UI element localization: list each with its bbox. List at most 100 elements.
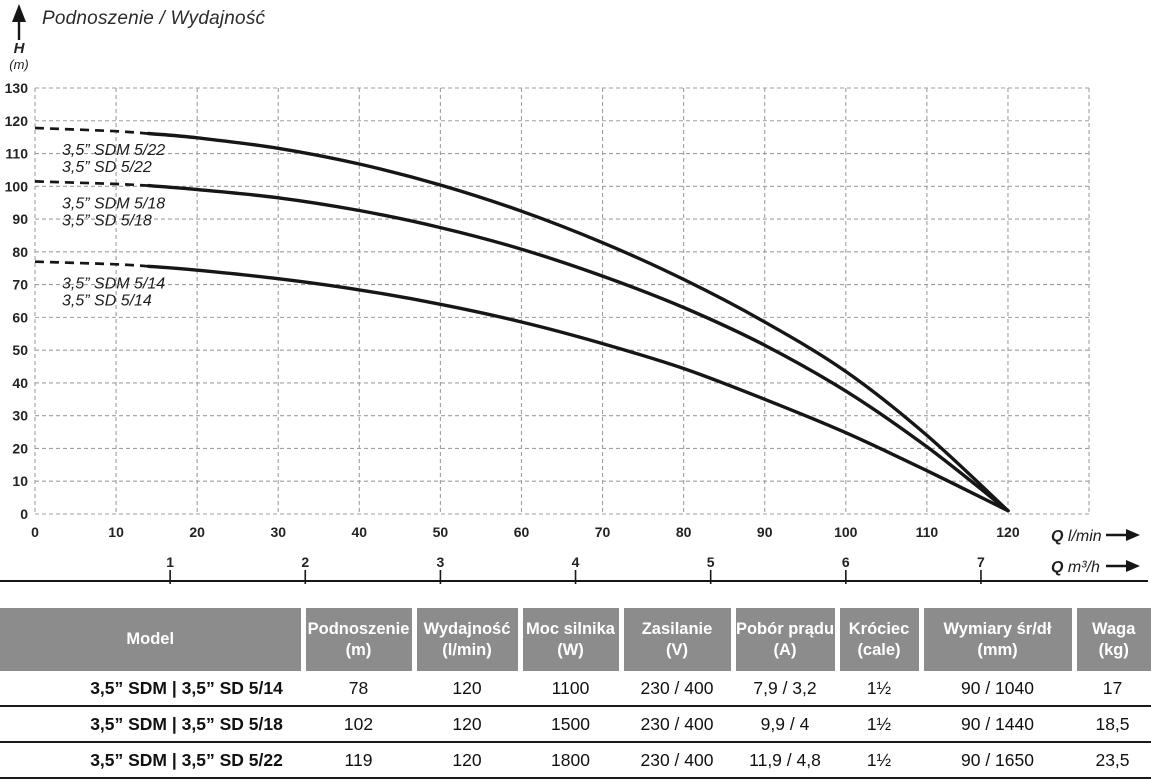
y-tick-label: 120 <box>5 113 29 129</box>
x-tick-label: 30 <box>270 524 286 540</box>
value-cell: 1500 <box>520 706 621 743</box>
value-cell: 230 / 400 <box>621 742 733 779</box>
x-tick-label: 90 <box>757 524 773 540</box>
column-header: Zasilanie (V) <box>618 608 733 671</box>
value-cell: 9,9 / 4 <box>733 706 837 743</box>
x-axis-arrow-head-icon <box>1126 529 1140 541</box>
value-cell: 90 / 1040 <box>921 671 1074 707</box>
y-tick-label: 100 <box>5 178 29 194</box>
x2-tick-label: 5 <box>707 554 715 570</box>
model-cell: 3,5” SDM | 3,5” SD 5/18 <box>0 706 303 743</box>
table-row: 3,5” SDM | 3,5” SD 5/14 78 120 1100 230 / 40… <box>0 671 1151 707</box>
value-cell: 120 <box>414 742 520 779</box>
y-tick-label: 10 <box>12 473 28 489</box>
curve-label: 3,5” SDM 5/18 <box>62 195 165 212</box>
column-header: Króciec (cale) <box>834 608 921 671</box>
curve-label: 3,5” SD 5/22 <box>62 159 152 176</box>
model-cell: 3,5” SDM | 3,5” SD 5/14 <box>0 671 303 707</box>
column-header: Wymiary śr/dł (mm) <box>918 608 1074 671</box>
column-header-name: Podnoszenie <box>307 619 410 638</box>
x2-tick-label: 6 <box>842 554 850 570</box>
value-cell: 1800 <box>520 742 621 779</box>
curve-label: 3,5” SDM 5/22 <box>62 142 165 159</box>
column-header-name: Wydajność <box>423 619 511 638</box>
y-tick-label: 90 <box>12 211 28 227</box>
pump-performance-chart: 0 10 20 30 40 50 60 70 80 90 100 110 120 130 0 10 20 30 40… <box>0 4 1148 584</box>
chart-title: Podnoszenie / Wydajność <box>42 8 266 29</box>
value-cell: 1½ <box>837 671 921 707</box>
x2-tick-label: 7 <box>977 554 985 570</box>
model-cell: 3,5” SDM | 3,5” SD 5/22 <box>0 742 303 779</box>
x-axis-title: Q l/min <box>1051 528 1102 545</box>
value-cell: 102 <box>303 706 414 743</box>
value-cell: 230 / 400 <box>621 706 733 743</box>
column-header-unit: (A) <box>773 640 797 659</box>
column-header-name: Model <box>126 630 175 649</box>
x-tick-label: 100 <box>834 524 858 540</box>
spec-table: Model Podnoszenie (m) Wydajność (l/min) Moc s… <box>0 608 1151 779</box>
column-header-unit: (l/min) <box>442 640 492 659</box>
y-tick-label: 0 <box>20 506 28 522</box>
spec-table-header: Model Podnoszenie (m) Wydajność (l/min) Moc s… <box>0 608 1151 671</box>
column-header-name: Moc silnika <box>526 619 615 638</box>
column-header-unit: (V) <box>666 640 688 659</box>
y-tick-label: 50 <box>12 342 28 358</box>
column-header: Podnoszenie (m) <box>300 608 414 671</box>
y-axis-arrow-head-icon <box>12 4 26 22</box>
column-header: Moc silnika (W) <box>517 608 621 671</box>
column-header: Model <box>0 608 303 671</box>
value-cell: 90 / 1440 <box>921 706 1074 743</box>
y-axis-symbol: H <box>14 40 26 57</box>
x2-tick-label: 4 <box>572 554 580 570</box>
column-header: Pobór prądu (A) <box>730 608 837 671</box>
x-tick-label: 20 <box>189 524 205 540</box>
column-header-name: Króciec <box>848 619 910 638</box>
value-cell: 120 <box>414 671 520 707</box>
pump-curve-dashed-0 <box>34 126 149 135</box>
table-row: 3,5” SDM | 3,5” SD 5/18 102 120 1500 230 / 4… <box>0 706 1151 743</box>
table-row: 3,5” SDM | 3,5” SD 5/22 119 120 1800 230 / 4… <box>0 742 1151 779</box>
x-tick-label: 50 <box>433 524 449 540</box>
x2-tick-label: 1 <box>166 554 174 570</box>
column-header-name: Waga <box>1092 619 1136 638</box>
x-tick-label: 10 <box>108 524 124 540</box>
pump-curve-2 <box>146 264 1010 513</box>
curve-label: 3,5” SD 5/18 <box>62 212 152 229</box>
value-cell: 11,9 / 4,8 <box>733 742 837 779</box>
curve-label: 3,5” SD 5/14 <box>62 293 152 310</box>
x-tick-label: 40 <box>352 524 368 540</box>
x2-tick-label: 2 <box>301 554 309 570</box>
value-cell: 17 <box>1074 671 1151 707</box>
value-cell: 120 <box>414 706 520 743</box>
x-tick-label: 120 <box>996 524 1020 540</box>
x-tick-label: 70 <box>595 524 611 540</box>
value-cell: 1100 <box>520 671 621 707</box>
column-header-unit: (W) <box>557 640 584 659</box>
y-tick-label: 110 <box>5 146 28 162</box>
column-header-unit: (kg) <box>1098 640 1129 659</box>
value-cell: 18,5 <box>1074 706 1151 743</box>
y-tick-label: 30 <box>12 408 28 424</box>
curve-label: 3,5” SDM 5/14 <box>62 276 165 293</box>
y-tick-label: 60 <box>12 309 28 325</box>
value-cell: 119 <box>303 742 414 779</box>
column-header-name: Pobór prądu <box>735 619 835 638</box>
value-cell: 90 / 1650 <box>921 742 1074 779</box>
column-header-unit: (cale) <box>857 640 901 659</box>
y-tick-label: 70 <box>12 277 28 293</box>
x2-axis-arrow-head-icon <box>1126 560 1140 572</box>
pump-curve-dashed-2 <box>34 260 149 268</box>
x-tick-label: 0 <box>31 524 39 540</box>
x2-tick-label: 3 <box>437 554 445 570</box>
x-tick-label: 60 <box>514 524 530 540</box>
value-cell: 78 <box>303 671 414 707</box>
value-cell: 230 / 400 <box>621 671 733 707</box>
x-tick-label: 110 <box>916 524 939 540</box>
y-tick-label: 20 <box>12 440 28 456</box>
y-tick-label: 130 <box>5 80 29 96</box>
value-cell: 1½ <box>837 706 921 743</box>
x2-axis-title: Q m³/h <box>1051 559 1100 576</box>
column-header-unit: (m) <box>345 640 372 659</box>
value-cell: 23,5 <box>1074 742 1151 779</box>
